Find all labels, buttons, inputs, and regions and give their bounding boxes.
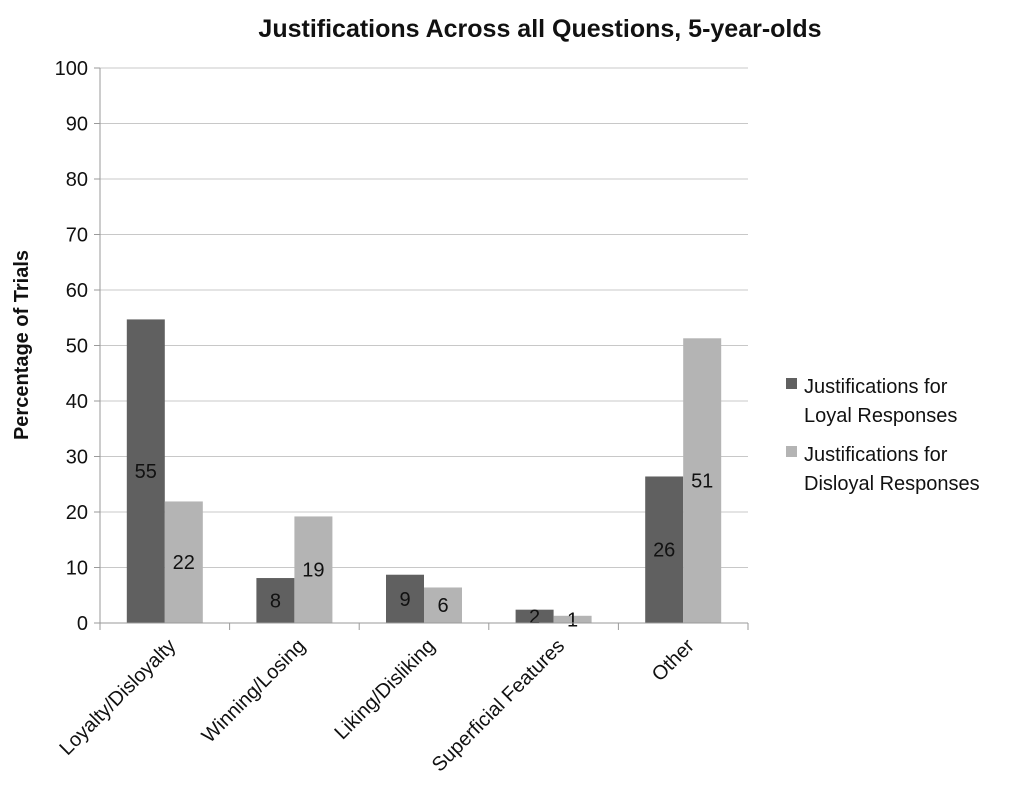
legend-label: Disloyal Responses xyxy=(804,473,980,495)
bars xyxy=(126,319,722,623)
y-tick-label: 40 xyxy=(66,391,88,413)
bar-disloyal-3 xyxy=(553,615,592,623)
data-label: 55 xyxy=(135,461,157,483)
x-axis xyxy=(99,68,749,630)
data-label: 26 xyxy=(653,540,675,562)
y-tick-label: 20 xyxy=(66,502,88,524)
data-label: 1 xyxy=(567,609,578,631)
y-tick-label: 100 xyxy=(55,58,88,80)
y-axis-label: Percentage of Trials xyxy=(11,250,33,440)
bar-loyal-3 xyxy=(515,609,554,623)
data-label: 19 xyxy=(302,560,324,582)
y-tick-label: 90 xyxy=(66,114,88,136)
bar-loyal-1 xyxy=(256,578,295,623)
data-label: 22 xyxy=(173,552,195,574)
legend-label: Justifications for xyxy=(804,376,948,398)
data-labels: 55 8 9 2 26 22 19 6 1 51 xyxy=(135,461,714,631)
bar-disloyal-4 xyxy=(683,338,722,623)
y-tick-label: 50 xyxy=(66,336,88,358)
bar-disloyal-0 xyxy=(164,501,203,623)
y-tick-label: 60 xyxy=(66,280,88,302)
data-label: 9 xyxy=(399,589,410,611)
x-tick-label: Liking/Disliking xyxy=(330,635,439,744)
data-label: 2 xyxy=(529,606,540,628)
legend-label: Loyal Responses xyxy=(804,405,957,427)
x-tick-label: Superficial Features xyxy=(428,635,569,776)
chart-title: Justifications Across all Questions, 5-y… xyxy=(258,15,821,43)
data-label: 8 xyxy=(270,591,281,613)
x-tick-label: Loyalty/Disloyalty xyxy=(56,635,181,760)
x-tick-label: Other xyxy=(648,635,699,686)
x-tick-label: Winning/Losing xyxy=(198,635,310,747)
x-axis-tick-labels: Loyalty/Disloyalty Winning/Losing Liking/D… xyxy=(56,635,699,777)
y-tick-label: 0 xyxy=(77,613,88,635)
legend-swatch xyxy=(786,446,797,457)
y-tick-label: 30 xyxy=(66,447,88,469)
legend-label: Justifications for xyxy=(804,444,948,466)
bar-disloyal-2 xyxy=(424,587,462,623)
legend-swatch xyxy=(786,378,797,389)
data-label: 6 xyxy=(437,595,448,617)
y-axis-ticks: 0 10 20 30 40 50 60 70 80 90 100 xyxy=(55,58,100,635)
data-label: 51 xyxy=(691,471,713,493)
y-tick-label: 70 xyxy=(66,225,88,247)
gridlines xyxy=(100,67,748,568)
bar-loyal-4 xyxy=(645,476,684,623)
bar-disloyal-1 xyxy=(294,516,333,623)
bar-loyal-0 xyxy=(126,319,165,623)
legend: Justifications for Loyal Responses Justifi… xyxy=(786,376,980,495)
y-tick-label: 80 xyxy=(66,169,88,191)
y-tick-label: 10 xyxy=(66,558,88,580)
bar-loyal-2 xyxy=(386,574,424,623)
